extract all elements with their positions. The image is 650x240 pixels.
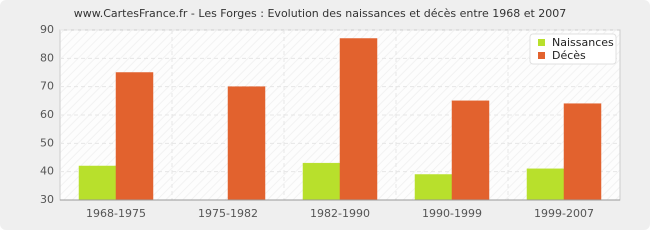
x-tick-label: 1968-1975	[86, 207, 146, 220]
y-tick-label: 80	[40, 51, 54, 64]
y-tick-label: 30	[40, 193, 54, 206]
legend-label: Naissances	[552, 36, 614, 49]
chart: www.CartesFrance.fr - Les Forges : Evolu…	[0, 0, 650, 230]
y-tick-label: 70	[40, 80, 54, 93]
bar	[115, 72, 154, 201]
y-tick-label: 50	[40, 136, 54, 149]
bar	[414, 174, 453, 201]
legend-label: Décès	[552, 49, 586, 62]
legend-swatch	[538, 52, 545, 59]
bar	[526, 168, 565, 201]
y-tick-label: 40	[40, 165, 54, 178]
y-tick-label: 60	[40, 108, 54, 121]
bar	[339, 38, 378, 201]
x-tick-label: 1975-1982	[198, 207, 258, 220]
y-tick-label: 90	[40, 23, 54, 36]
x-tick-label: 1999-2007	[534, 207, 594, 220]
x-tick-label: 1990-1999	[422, 207, 482, 220]
bar	[227, 86, 266, 201]
bar	[563, 103, 602, 201]
bar	[451, 100, 490, 201]
legend-box	[529, 33, 617, 65]
bar	[302, 162, 341, 201]
legend-swatch	[538, 39, 545, 46]
chart-title: www.CartesFrance.fr - Les Forges : Evolu…	[74, 7, 567, 20]
x-tick-label: 1982-1990	[310, 207, 370, 220]
bar	[78, 165, 117, 201]
